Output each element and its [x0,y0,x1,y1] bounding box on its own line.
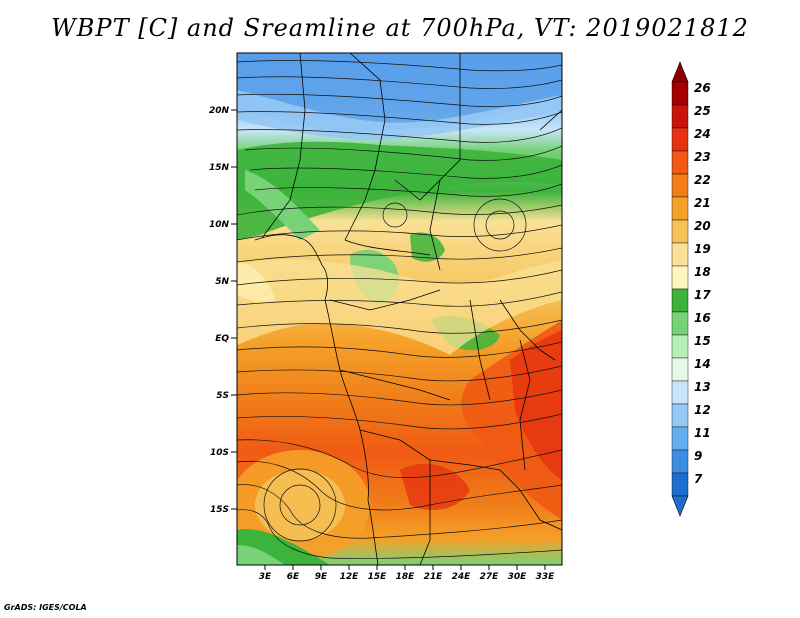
map-border [236,52,563,566]
lon-label: 15E [368,572,388,582]
lon-label: 3E [259,572,272,582]
colorbar-label: 21 [694,196,711,210]
colorbar-swatch [671,242,689,267]
colorbar-swatch [671,288,689,313]
lon-label: 21E [424,572,444,582]
colorbar-swatch [671,104,689,129]
lat-label: 10S [210,448,229,458]
colorbar-swatch [671,81,689,106]
colorbar-label: 24 [694,127,711,141]
lat-label: 20N [209,106,230,116]
latitude-axis: 20N 15N 10N 5N EQ 5S 10S 15S [209,106,237,515]
colorbar-label: 12 [694,403,711,417]
colorbar-label: 15 [694,334,711,348]
lat-label: 15N [209,163,230,173]
lat-label: 15S [210,505,229,515]
colorbar-swatch [671,173,689,198]
colorbar-label: 9 [694,449,702,463]
colorbar: 26 25 24 23 22 21 20 19 18 17 16 15 14 13 12 11 9 7 [671,61,711,517]
lon-label: 9E [315,572,328,582]
colorbar-swatch [671,127,689,152]
colorbar-label: 11 [694,426,711,440]
colorbar-arrow-top [671,61,689,83]
lon-label: 27E [480,572,500,582]
lon-label: 12E [340,572,360,582]
lat-label: 5S [216,391,229,401]
colorbar-label: 25 [694,104,711,118]
colorbar-label: 23 [694,150,711,164]
colorbar-swatch [671,334,689,359]
colorbar-label: 13 [694,380,711,394]
colorbar-swatch [671,311,689,336]
colorbar-swatch [671,265,689,290]
lon-label: 24E [452,572,472,582]
lon-label: 33E [536,572,556,582]
lon-label: 6E [287,572,300,582]
colorbar-swatch [671,472,689,497]
colorbar-label: 16 [694,311,711,325]
colorbar-label: 14 [694,357,711,371]
colorbar-label: 20 [694,219,711,233]
colorbar-swatch [671,219,689,244]
longitude-axis: 3E 6E 9E 12E 15E 18E 21E 24E 27E 30E 33E [259,565,555,582]
colorbar-label: 17 [694,288,711,302]
chart-title: WBPT [C] and Sreamline at 700hPa, VT: 20… [51,14,749,42]
lat-label: 10N [209,220,230,230]
colorbar-label: 22 [694,173,711,187]
colorbar-swatch [671,357,689,382]
country-borders [254,53,562,565]
lat-label: EQ [215,334,229,344]
colorbar-swatch [671,150,689,175]
streamlines [237,60,562,559]
colorbar-swatch [671,196,689,221]
footer-credit: GrADS: IGES/COLA [4,603,87,612]
colorbar-label: 26 [694,81,711,95]
colorbar-swatch [671,403,689,428]
colorbar-swatch [671,449,689,474]
colorbar-label: 19 [694,242,711,256]
wbpt-field [237,53,562,565]
lon-label: 18E [396,572,416,582]
lon-label: 30E [508,572,528,582]
colorbar-label: 7 [694,472,703,486]
colorbar-arrow-bottom [671,495,689,517]
colorbar-swatch [671,426,689,451]
colorbar-label: 18 [694,265,711,279]
colorbar-swatch [671,380,689,405]
lat-label: 5N [215,277,229,287]
